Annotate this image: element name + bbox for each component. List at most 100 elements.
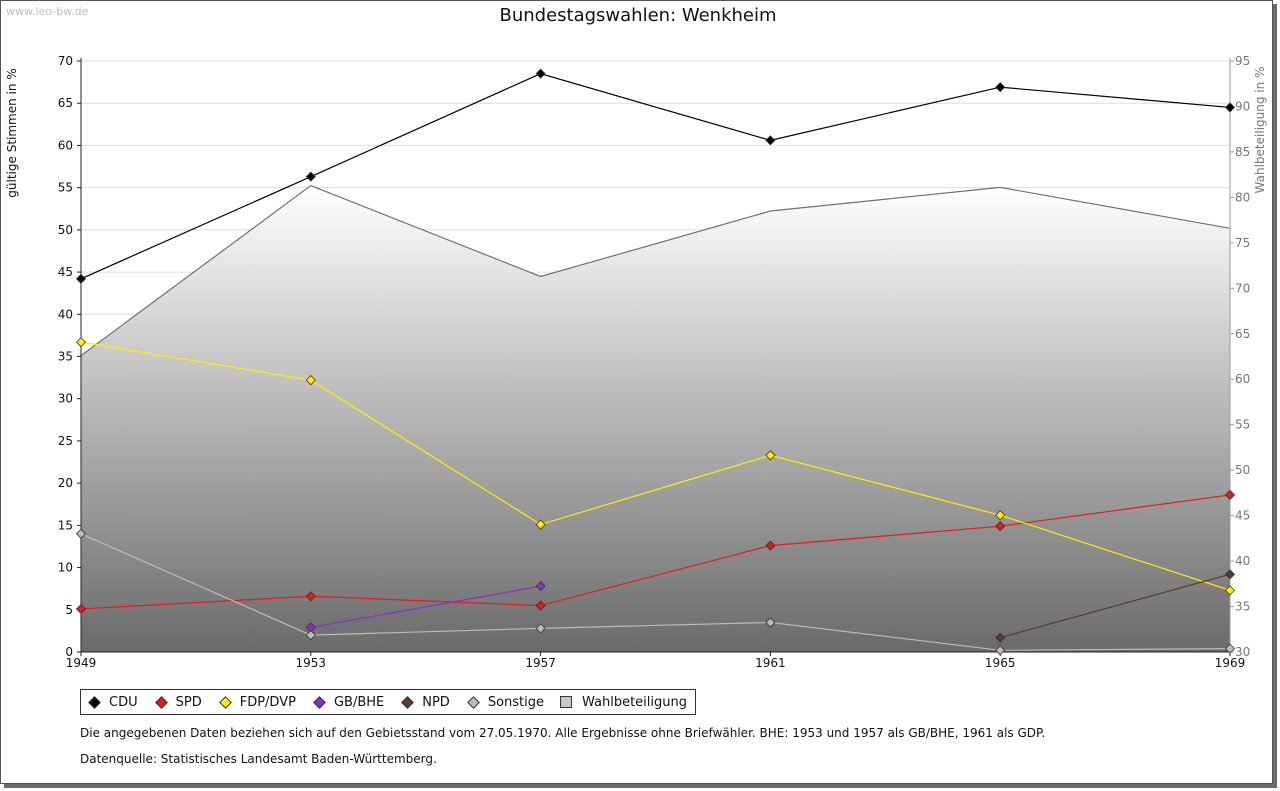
y2-tick-label-50: 50 [1235, 463, 1250, 477]
legend-label-wahlbeteiligung: Wahlbeteiligung [582, 694, 688, 710]
point-fdp-dvp-1957 [535, 519, 546, 530]
series-line-spd [80, 494, 1231, 610]
legend-item-spd: SPD [154, 695, 202, 710]
point-cdu-1953 [305, 171, 316, 182]
chart-title: Bundestagswahlen: Wenkheim [499, 5, 776, 26]
turnout-area-line [80, 184, 1231, 357]
legend-item-cdu: CDU [87, 695, 138, 710]
point-spd-1969 [1224, 489, 1236, 501]
y2-tick-label-65: 65 [1235, 327, 1250, 341]
point-sonstige-1969 [1224, 643, 1236, 654]
x-tick-label-1949: 1949 [66, 656, 97, 670]
point-spd-1953 [305, 591, 316, 602]
x-tick-label-1969: 1969 [1215, 656, 1246, 670]
note-gebietsstand: Die angegebenen Daten beziehen sich auf … [80, 726, 1046, 740]
point-fdp-dvp-1949 [75, 337, 87, 348]
y-tick-label-65: 65 [58, 96, 73, 110]
legend-marker-npd [401, 695, 415, 709]
turnout-area [80, 184, 1231, 652]
point-sonstige-1965 [995, 645, 1006, 656]
legend-marker-sonstige [466, 695, 480, 709]
legend-item-sonstige: Sonstige [466, 695, 544, 710]
y-tick-label-25: 25 [58, 434, 73, 448]
x-tick-label-1957: 1957 [525, 656, 556, 670]
point-npd-1969 [1224, 569, 1236, 580]
y-tick-label-45: 45 [58, 265, 73, 279]
legend-marker-gb-bhe [313, 695, 326, 709]
y2-tick-label-30: 30 [1235, 645, 1250, 659]
legend-item-wahlbeteiligung: Wahlbeteiligung [560, 695, 687, 710]
x-tick-label-1961: 1961 [755, 656, 786, 670]
y-tick-label-10: 10 [58, 561, 73, 575]
legend-label-sonstige: Sonstige [487, 694, 544, 710]
point-sonstige-1949 [75, 528, 87, 539]
y-tick-label-70: 70 [58, 54, 73, 68]
y-tick-label-5: 5 [65, 603, 73, 617]
point-sonstige-1957 [535, 623, 546, 634]
point-sonstige-1953 [305, 630, 316, 641]
point-sonstige-1961 [765, 617, 776, 628]
point-fdp-dvp-1961 [765, 450, 776, 461]
turnout-area-fill [81, 185, 1230, 652]
legend-label-fdp-dvp: FDP/DVP [239, 694, 296, 710]
y2-tick-label-40: 40 [1235, 554, 1250, 568]
series-line-npd [1000, 573, 1231, 639]
legend-marker-wahlbeteiligung [560, 696, 572, 708]
legend-item-gb-bhe: GB/BHE [312, 695, 384, 710]
y2-tick-label-75: 75 [1235, 236, 1250, 250]
x-tick-label-1965: 1965 [985, 656, 1016, 670]
y2-axis-label: Wahlbeteiligung in % [1253, 67, 1267, 194]
y-tick-label-35: 35 [58, 350, 73, 364]
point-spd-1957 [535, 600, 546, 611]
legend-marker-fdp-dvp [218, 695, 232, 709]
legend-label-npd: NPD [422, 694, 450, 710]
y2-tick-label-60: 60 [1235, 372, 1250, 386]
legend-label-spd: SPD [175, 694, 202, 710]
y-axis-label: gültige Stimmen in % [5, 68, 19, 197]
point-cdu-1969 [1224, 102, 1236, 113]
legend-item-fdp-dvp: FDP/DVP [218, 695, 296, 710]
y-tick-label-55: 55 [58, 181, 73, 195]
y2-tick-label-95: 95 [1235, 54, 1250, 68]
series-line-fdp-dvp [80, 341, 1231, 591]
point-gb-bhe-1957 [535, 581, 546, 592]
point-spd-1965 [995, 521, 1006, 532]
point-cdu-1957 [535, 68, 546, 79]
note-datenquelle: Datenquelle: Statistisches Landesamt Bad… [80, 752, 437, 766]
point-cdu-1961 [765, 135, 776, 146]
y2-tick-label-45: 45 [1235, 509, 1250, 523]
point-cdu-1965 [995, 82, 1006, 93]
axes: 0 5 10 15 20 25 30 35 40 45 50 55 60 65 70 30 35 40 45 50 55… [58, 54, 1251, 670]
y-tick-label-30: 30 [58, 392, 73, 406]
watermark: www.leo-bw.de [6, 5, 89, 18]
legend-item-npd: NPD [400, 695, 450, 710]
point-fdp-dvp-1953 [305, 375, 316, 386]
y-tick-label-20: 20 [58, 476, 73, 490]
point-fdp-dvp-1969 [1224, 585, 1236, 596]
point-spd-1949 [75, 603, 87, 615]
y-tick-label-15: 15 [58, 518, 73, 532]
y-tick-label-50: 50 [58, 223, 73, 237]
y2-tick-label-35: 35 [1235, 600, 1250, 614]
series-line-cdu [80, 73, 1231, 280]
series-lines [75, 68, 1236, 656]
legend-marker-spd [154, 695, 168, 709]
y2-tick-label-80: 80 [1235, 190, 1250, 204]
y2-tick-label-85: 85 [1235, 145, 1250, 159]
y-tick-label-0: 0 [65, 645, 73, 659]
legend: CDU SPD FDP/DVP GB/BHE NPD Sonstige Wahlbeteil… [80, 689, 697, 715]
y2-tick-label-55: 55 [1235, 418, 1250, 432]
point-spd-1961 [765, 540, 776, 551]
series-line-gb-bhe [310, 585, 541, 629]
point-fdp-dvp-1965 [995, 510, 1006, 521]
y2-tick-label-90: 90 [1235, 99, 1250, 113]
legend-label-gb-bhe: GB/BHE [333, 694, 385, 710]
y-tick-label-40: 40 [58, 307, 73, 321]
legend-marker-cdu [88, 695, 101, 709]
legend-label-cdu: CDU [109, 694, 138, 710]
point-npd-1965 [995, 632, 1006, 643]
x-tick-label-1953: 1953 [296, 656, 327, 670]
y2-tick-label-70: 70 [1235, 281, 1250, 295]
point-cdu-1949 [75, 273, 87, 284]
